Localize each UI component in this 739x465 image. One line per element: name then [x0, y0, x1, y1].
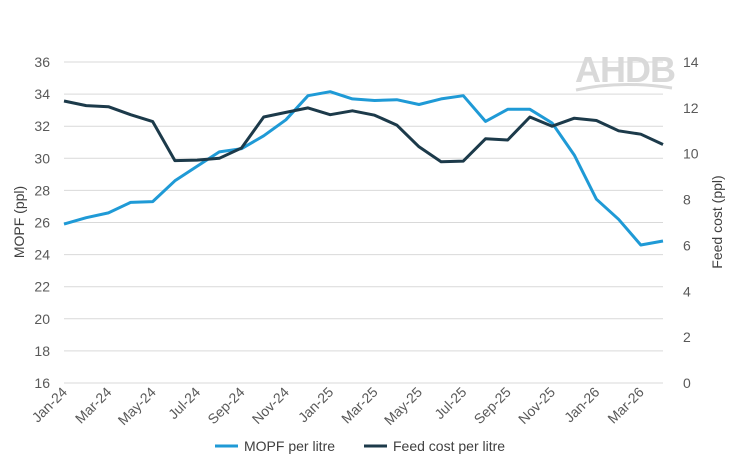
left-tick-label: 18 [34, 343, 50, 359]
right-tick-label: 4 [683, 283, 691, 299]
x-tick-label: May-25 [381, 384, 425, 428]
left-tick-label: 22 [34, 279, 50, 295]
right-tick-label: 2 [683, 329, 691, 345]
x-tick-label: Mar-25 [338, 384, 381, 427]
left-tick-label: 28 [34, 182, 50, 198]
left-tick-label: 24 [34, 247, 50, 263]
x-tick-label: Jan-26 [561, 384, 603, 426]
series-line-mopf [63, 90, 664, 247]
x-tick-label: Nov-24 [249, 384, 292, 427]
x-tick-label: Mar-26 [604, 384, 647, 427]
x-tick-label: Sep-25 [471, 384, 514, 427]
right-tick-label: 8 [683, 192, 691, 208]
ahdb-logo: AHDB [575, 49, 676, 92]
left-axis-ticks: 16 18 20 22 24 26 28 30 32 34 36 [34, 54, 50, 391]
series-lines [63, 90, 664, 247]
x-tick-label: May-24 [115, 384, 159, 428]
left-tick-label: 30 [34, 150, 50, 166]
x-tick-label: Sep-24 [204, 384, 247, 427]
left-tick-label: 20 [34, 311, 50, 327]
left-tick-label: 16 [34, 375, 50, 391]
right-tick-label: 0 [683, 375, 691, 391]
right-tick-label: 14 [683, 54, 699, 70]
right-tick-label: 6 [683, 237, 691, 253]
right-tick-label: 10 [683, 146, 699, 162]
legend-label-mopf: MOPF per litre [244, 438, 335, 454]
left-tick-label: 32 [34, 118, 50, 134]
x-tick-label: Jul-24 [165, 384, 203, 422]
x-tick-label: Mar-24 [72, 384, 115, 427]
legend-label-feed-cost: Feed cost per litre [393, 438, 505, 454]
left-axis-title: MOPF (ppl) [11, 186, 27, 258]
left-tick-label: 26 [34, 215, 50, 231]
gridlines [64, 61, 663, 384]
x-tick-label: Nov-25 [515, 384, 558, 427]
right-axis-ticks: 0 2 4 6 8 10 12 14 [683, 54, 699, 391]
right-tick-label: 12 [683, 100, 699, 116]
logo-swoosh-icon [575, 82, 673, 92]
x-tick-label: Jul-25 [431, 384, 469, 422]
left-tick-label: 34 [34, 86, 50, 102]
series-line-feed-cost [63, 99, 664, 164]
right-axis-title: Feed cost (ppl) [709, 175, 725, 268]
x-tick-label: Jan-25 [295, 384, 337, 426]
legend: MOPF per litre Feed cost per litre [215, 438, 505, 454]
left-tick-label: 36 [34, 54, 50, 70]
x-axis-ticks: Jan-24 Mar-24 May-24 Jul-24 Sep-24 Nov-24 Jan-… [29, 384, 648, 428]
